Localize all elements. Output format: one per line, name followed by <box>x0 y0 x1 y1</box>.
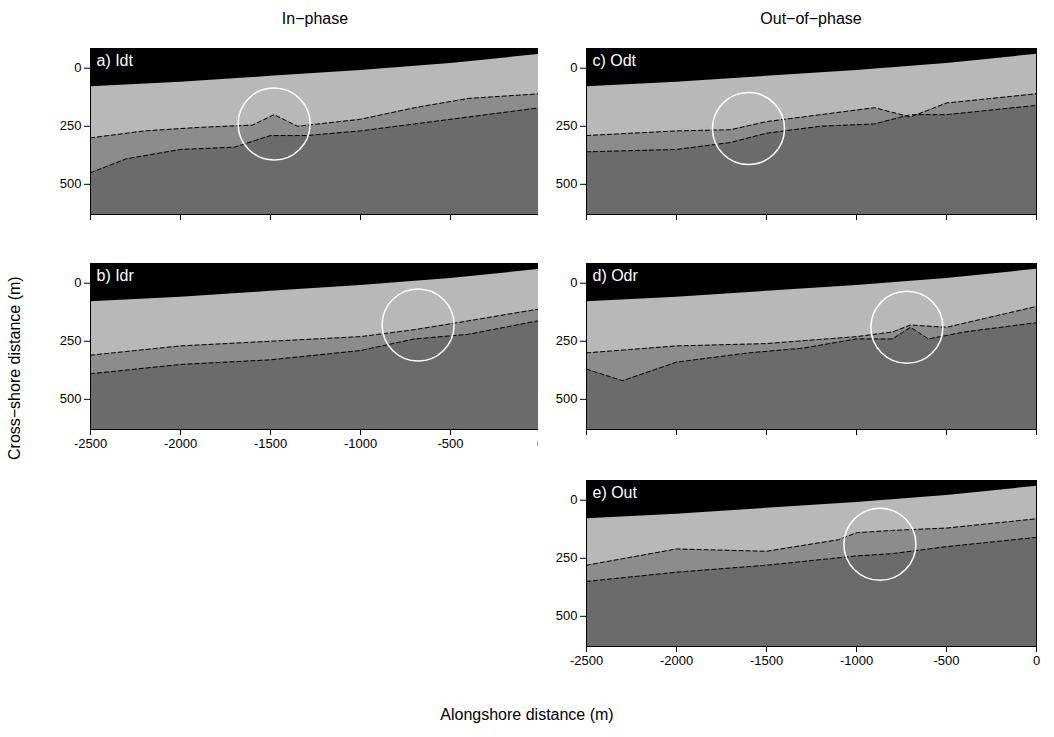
svg-text:-500: -500 <box>437 436 463 451</box>
svg-text:250: 250 <box>60 118 82 133</box>
svg-text:500: 500 <box>60 391 82 406</box>
svg-text:-2000: -2000 <box>660 653 693 668</box>
svg-text:0: 0 <box>74 275 81 290</box>
svg-text:250: 250 <box>556 550 578 565</box>
svg-text:250: 250 <box>60 333 82 348</box>
svg-text:0: 0 <box>570 492 577 507</box>
svg-text:-500: -500 <box>933 653 959 668</box>
svg-text:-2000: -2000 <box>164 436 197 451</box>
svg-text:500: 500 <box>556 391 578 406</box>
html-text:Cross−shore distance (m): Cross−shore distance (m) <box>6 276 23 460</box>
svg-text:-1500: -1500 <box>750 653 783 668</box>
svg-text:c) Odt: c) Odt <box>593 52 637 69</box>
svg-text:d) Odr: d) Odr <box>593 267 639 284</box>
svg-text:250: 250 <box>556 118 578 133</box>
svg-text:0: 0 <box>570 60 577 75</box>
svg-text:0: 0 <box>570 275 577 290</box>
svg-text:0: 0 <box>74 60 81 75</box>
svg-text:b) Idr: b) Idr <box>97 267 135 284</box>
svg-text:500: 500 <box>60 176 82 191</box>
svg-text:-1500: -1500 <box>254 436 287 451</box>
html-text:In−phase: In−phase <box>281 10 349 27</box>
svg-text:a) Idt: a) Idt <box>97 52 134 69</box>
html-text:Alongshore distance (m): Alongshore distance (m) <box>440 706 614 723</box>
svg-text:250: 250 <box>556 333 578 348</box>
svg-text:-1000: -1000 <box>344 436 377 451</box>
svg-text:-2500: -2500 <box>570 653 603 668</box>
svg-text:-1000: -1000 <box>840 653 873 668</box>
svg-text:500: 500 <box>556 608 578 623</box>
svg-text:e) Out: e) Out <box>593 484 638 501</box>
svg-text:0: 0 <box>1033 653 1040 668</box>
svg-text:-2500: -2500 <box>74 436 107 451</box>
html-text:Out−of−phase: Out−of−phase <box>760 10 862 27</box>
svg-text:500: 500 <box>556 176 578 191</box>
